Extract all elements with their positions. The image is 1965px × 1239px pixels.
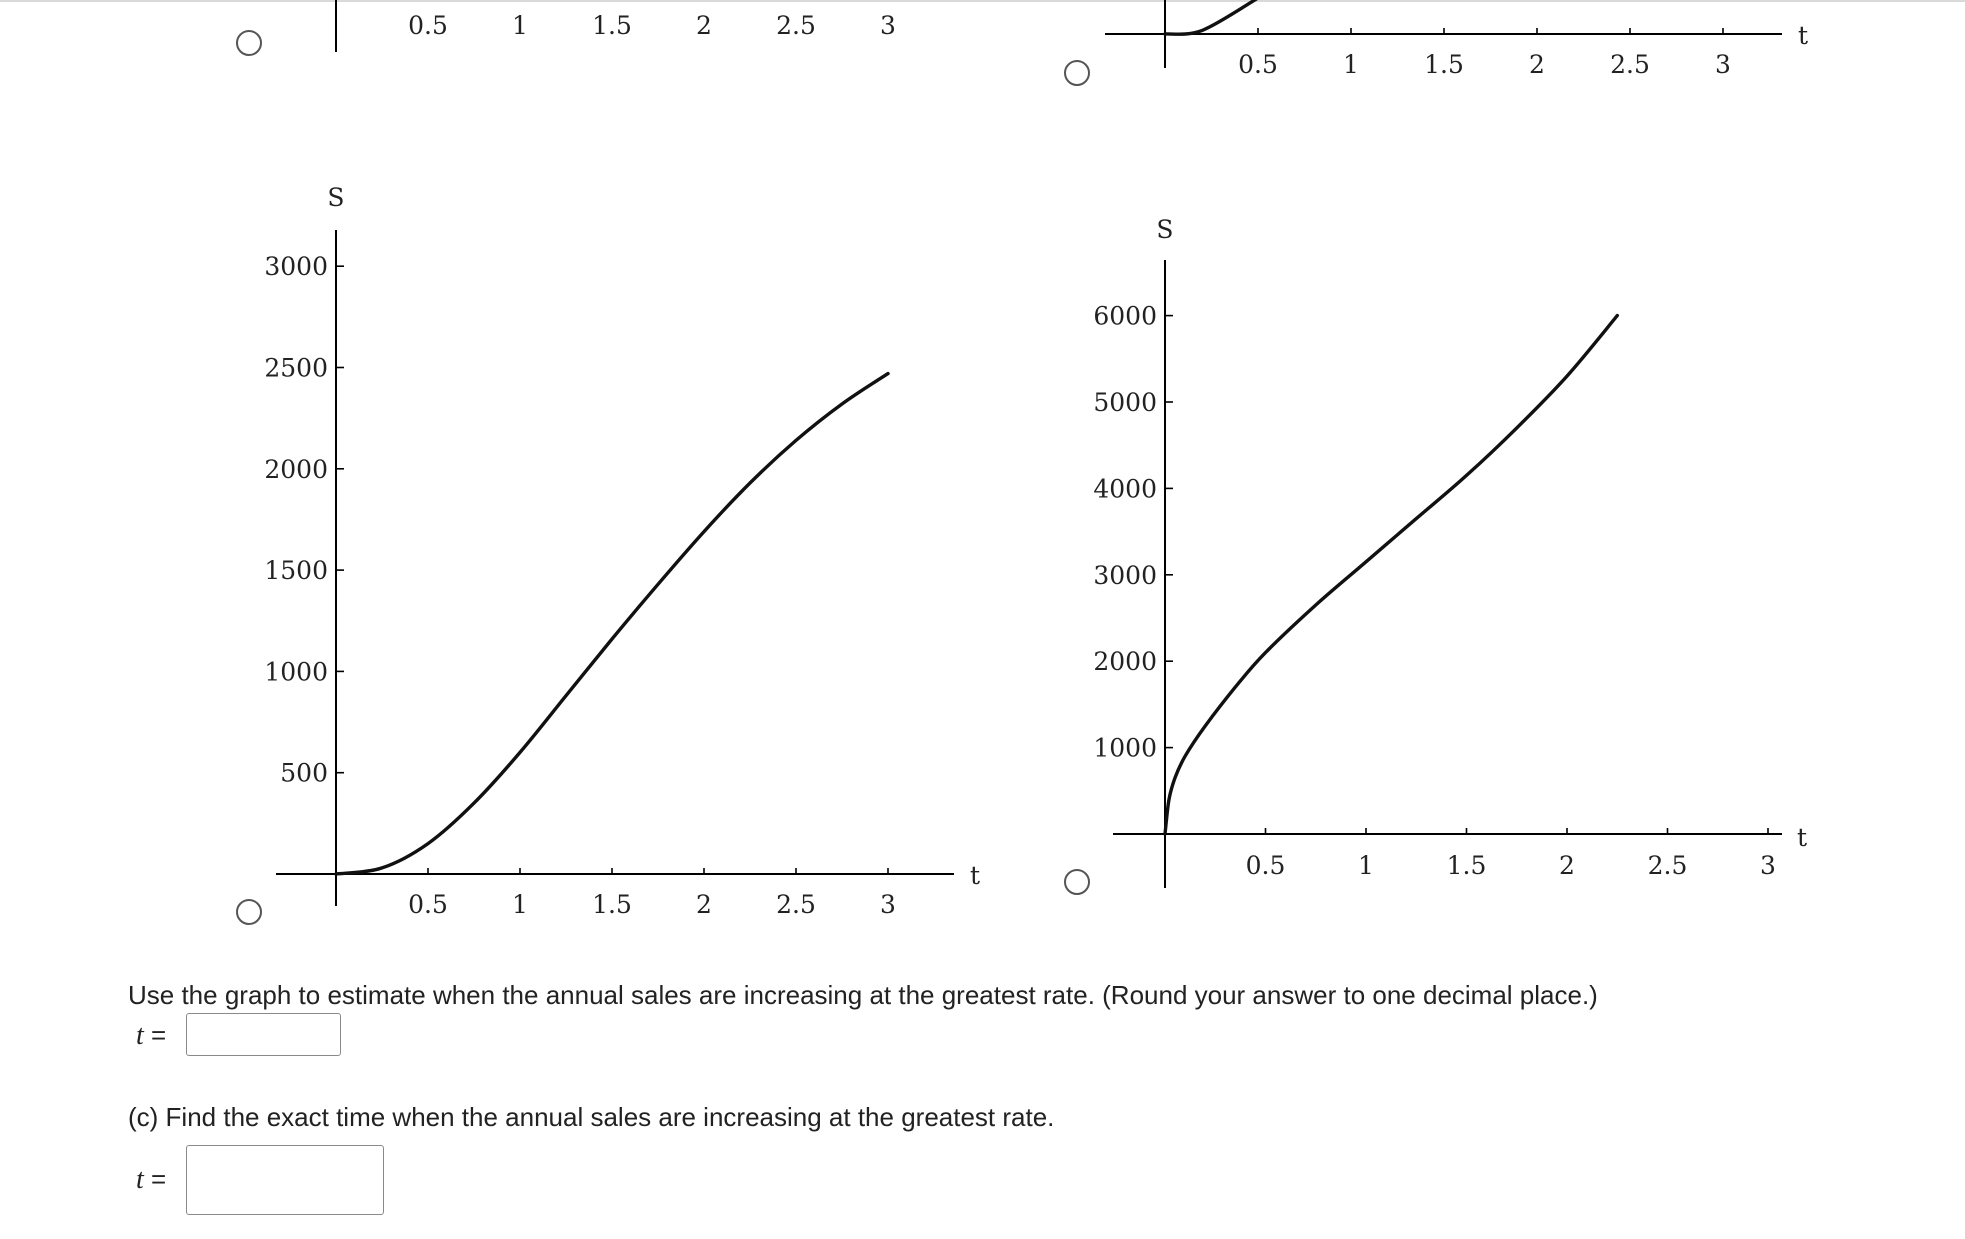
answer-b-input[interactable] xyxy=(186,1013,341,1056)
x-tick-label: 1.5 xyxy=(592,890,632,919)
question-b-text: Use the graph to estimate when the annua… xyxy=(128,980,1598,1010)
y-tick-label: 1000 xyxy=(264,657,328,686)
x-tick-label: 2 xyxy=(696,11,712,40)
x-tick-label: 0.5 xyxy=(1246,851,1286,880)
x-tick-label: 2.5 xyxy=(1648,851,1688,880)
x-tick-label: 1 xyxy=(512,890,528,919)
y-tick-label: 2500 xyxy=(264,354,328,383)
series-curve xyxy=(1163,0,1258,36)
radio-option-bottom-right[interactable] xyxy=(1064,869,1090,895)
radio-option-top-right[interactable] xyxy=(1064,60,1090,86)
x-tick-label: 3 xyxy=(1715,50,1731,79)
x-tick-label: 3 xyxy=(880,11,896,40)
x-axis-label: t xyxy=(970,861,980,890)
y-tick-label: 5000 xyxy=(1093,388,1157,417)
x-axis-label: t xyxy=(1798,21,1808,50)
answer-b-label: t = xyxy=(136,1020,166,1052)
x-tick-label: 1.5 xyxy=(1424,50,1464,79)
x-tick-label: 2.5 xyxy=(1610,50,1650,79)
radio-option-top-left[interactable] xyxy=(236,30,262,56)
answer-c-label: t = xyxy=(136,1164,166,1196)
x-tick-label: 2.5 xyxy=(776,890,816,919)
chart-top-left: 0.5 1 1.5 2 2.5 3 xyxy=(335,0,896,52)
y-tick-label: 6000 xyxy=(1093,302,1157,331)
chart-top-right: 0.5 1 1.5 2 2.5 3 t xyxy=(1105,0,1808,79)
y-tick-label: 3000 xyxy=(264,252,328,281)
x-tick-label: 1.5 xyxy=(1447,851,1487,880)
x-tick-label: 1 xyxy=(1343,50,1359,79)
x-axis-label: t xyxy=(1797,823,1807,852)
series-curve xyxy=(1163,313,1619,836)
x-tick-label: 2 xyxy=(1529,50,1545,79)
x-tick-label: 1 xyxy=(1358,851,1374,880)
answer-b-variable: t xyxy=(136,1020,144,1051)
x-tick-label: 3 xyxy=(880,890,896,919)
y-tick-label: 4000 xyxy=(1093,474,1157,503)
series-curve xyxy=(334,371,890,876)
question-c-text: (c) Find the exact time when the annual … xyxy=(128,1102,1055,1132)
y-axis-label: S xyxy=(1156,215,1173,244)
x-tick-label: 2 xyxy=(696,890,712,919)
y-tick-label: 1000 xyxy=(1093,734,1157,763)
x-tick-label: 2 xyxy=(1559,851,1575,880)
x-tick-label: 3 xyxy=(1760,851,1776,880)
y-axis-label: S xyxy=(327,183,344,212)
x-tick-label: 2.5 xyxy=(776,11,816,40)
answer-c-input[interactable] xyxy=(186,1145,384,1215)
chart-bottom-right: 0.5 1 1.5 2 2.5 3 1000 2000 3000 4000 5000 6000 t S xyxy=(1093,215,1807,888)
y-tick-label: 1500 xyxy=(264,556,328,585)
top-divider xyxy=(0,0,1965,2)
x-tick-label: 0.5 xyxy=(408,11,448,40)
y-tick-label: 500 xyxy=(280,759,328,788)
y-tick-label: 3000 xyxy=(1093,561,1157,590)
x-tick-label: 1 xyxy=(512,11,528,40)
x-tick-label: 0.5 xyxy=(408,890,448,919)
y-tick-label: 2000 xyxy=(1093,647,1157,676)
chart-bottom-left: 0.5 1 1.5 2 2.5 3 500 1000 1500 2000 2500 3000 t S xyxy=(264,183,980,919)
x-tick-label: 0.5 xyxy=(1238,50,1278,79)
answer-c-variable: t xyxy=(136,1164,144,1195)
y-tick-label: 2000 xyxy=(264,455,328,484)
answer-b-equals: = xyxy=(151,1020,167,1050)
answer-c-equals: = xyxy=(151,1164,167,1194)
x-tick-label: 1.5 xyxy=(592,11,632,40)
radio-option-bottom-left[interactable] xyxy=(236,899,262,925)
